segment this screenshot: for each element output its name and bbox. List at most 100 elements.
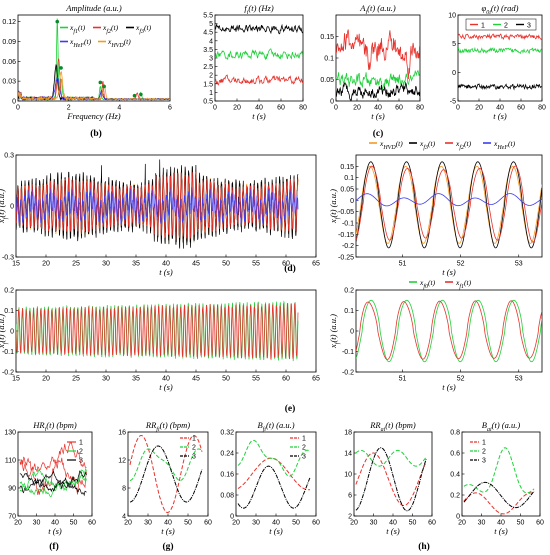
- x-axis-label: t (s): [48, 526, 62, 536]
- x-tick-label: 52: [457, 261, 465, 268]
- x-tick-label: 20: [350, 520, 358, 527]
- legend-label: 3: [79, 458, 83, 465]
- legend-label: 2: [482, 449, 486, 456]
- x-tick-label: 53: [515, 261, 523, 268]
- y-tick-label: -0.1: [2, 349, 14, 356]
- panel-label-b: (b): [90, 128, 102, 139]
- legend-label: 2: [79, 449, 83, 456]
- plot-area: [237, 439, 311, 509]
- plot-frame: [17, 14, 171, 102]
- chart-title: Bai(t) (a.u.): [482, 420, 521, 433]
- y-tick-label: -0.15: [338, 232, 354, 239]
- y-tick-label: 0.32: [220, 430, 234, 437]
- x-tick-label: 25: [72, 376, 80, 383]
- phase-series-1: [458, 33, 542, 41]
- rr-series-2: [129, 448, 203, 482]
- y-tick-label: 0.09: [2, 39, 16, 46]
- x-tick-label: 40: [496, 105, 504, 112]
- y-tick-label: 2.5: [203, 64, 213, 71]
- y-tick-label: 2: [209, 73, 213, 80]
- plot-area: [356, 161, 542, 249]
- y-tick-label: 12: [118, 458, 126, 465]
- y-tick-label: 10: [448, 13, 456, 20]
- plot-area: [463, 447, 535, 515]
- x-tick-label: 20: [124, 520, 132, 527]
- x-tick-label: 80: [538, 105, 546, 112]
- y-tick-label: 0.06: [2, 59, 16, 66]
- hr-series: [19, 470, 87, 493]
- x-tick-label: 40: [51, 520, 59, 527]
- x-tick-label: 20: [458, 520, 466, 527]
- x-tick-label: 20: [232, 520, 240, 527]
- x-tick-label: 15: [12, 376, 20, 383]
- hr-series: [19, 442, 87, 478]
- y-tick-label: 4: [122, 514, 126, 521]
- y-tick-label: 0.08: [220, 493, 234, 500]
- legend-label: 3: [527, 23, 531, 30]
- series-x-HVD: [356, 165, 542, 244]
- y-tick-label: 0.1: [324, 56, 334, 63]
- legend-label: 1: [481, 23, 485, 30]
- x-tick-label: 20: [42, 376, 50, 383]
- chart-title: φ0i(t) (rad): [482, 3, 519, 16]
- series-x-f2: [356, 165, 542, 243]
- legend-label: 1: [79, 440, 83, 447]
- x-tick-label: 20: [233, 105, 241, 112]
- y-axis-label: xf(t) (a.u.): [328, 189, 341, 224]
- y-tick-label: 10: [344, 472, 352, 479]
- x-axis-label: t (s): [159, 267, 173, 277]
- y-tick-label: 90: [8, 486, 16, 493]
- legend-label: 1: [192, 436, 196, 443]
- chart-ba: 20 30 40 50 60 0 0.2 0.4 0.6 0.8 Bai(t) (a.u.) t (s…: [450, 420, 544, 536]
- y-tick-label: 5.5: [203, 13, 213, 20]
- x-axis-label: t (s): [442, 267, 456, 277]
- plot-frame: [355, 154, 543, 258]
- legend-label: 2: [504, 23, 508, 30]
- series-x-f3: [356, 161, 542, 249]
- y-tick-label: -0.05: [338, 209, 354, 216]
- y-tick-label: 0: [330, 99, 334, 106]
- x-tick-label: 30: [252, 520, 260, 527]
- amplitude-series-3: [336, 81, 420, 101]
- y-tick-label: 6: [348, 493, 352, 500]
- x-tick-label: 51: [399, 261, 407, 268]
- x-tick-label: 52: [457, 376, 465, 383]
- x-tick-label: 80: [299, 105, 307, 112]
- peak-marker: [132, 93, 137, 98]
- y-tick-label: 0.1: [4, 308, 14, 315]
- y-tick-label: 0.4: [450, 472, 460, 479]
- x-axis-label: t (s): [494, 526, 508, 536]
- legend-label: 3: [482, 458, 486, 465]
- y-tick-label: 0.1: [344, 175, 354, 182]
- y-tick-label: 0.2: [344, 288, 354, 295]
- rra-series-2: [355, 449, 427, 467]
- y-tick-label: -5: [450, 99, 456, 106]
- y-tick-label: 8: [122, 486, 126, 493]
- x-tick-label: 40: [389, 520, 397, 527]
- y-tick-label: 0: [10, 329, 14, 336]
- x-tick-label: 65: [312, 376, 320, 383]
- x-tick-label: 35: [132, 376, 140, 383]
- x-tick-label: 0: [334, 105, 338, 112]
- rra-series-1: [355, 452, 427, 506]
- rra-series-3: [355, 447, 427, 512]
- panel-label-c: (c): [373, 128, 384, 139]
- x-tick-label: 40: [164, 520, 172, 527]
- y-tick-label: 0.6: [450, 451, 460, 458]
- plot-area: [336, 29, 420, 101]
- peak-marker: [102, 84, 106, 89]
- legend-label: xf1(t): [455, 278, 472, 290]
- x-tick-label: 45: [192, 376, 200, 383]
- y-tick-label: -0.2: [342, 370, 354, 377]
- y-tick-label: 0.12: [2, 19, 16, 26]
- y-tick-label: 0: [12, 99, 16, 106]
- chart-title: Amplitude (a.u.): [65, 3, 122, 13]
- y-tick-label: 4: [209, 38, 213, 45]
- spectrum-series: [18, 70, 170, 101]
- series-x-HeF: [356, 193, 542, 207]
- plot-frame: [335, 14, 421, 102]
- legend-label: xf2(t): [102, 23, 119, 35]
- y-tick-label: 2: [348, 514, 352, 521]
- y-axis-label: xf(t) (a.u.): [328, 314, 341, 349]
- legend-label: xf0(t): [419, 278, 436, 290]
